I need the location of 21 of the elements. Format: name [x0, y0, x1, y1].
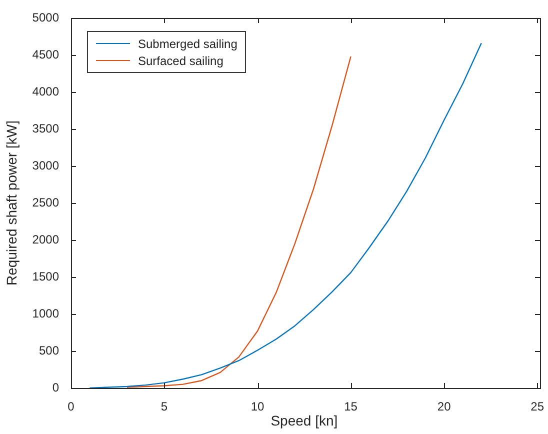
y-tick-label: 0: [52, 380, 60, 394]
y-axis-title: Required shaft power [kW]: [3, 120, 20, 286]
x-tick-label: 15: [344, 400, 358, 414]
x-tick-label: 25: [530, 400, 544, 414]
y-tick-label: 4000: [32, 84, 60, 98]
y-tick-label: 2000: [32, 232, 60, 246]
y-tick-label: 500: [38, 343, 60, 358]
y-tick-label: 5000: [32, 10, 60, 24]
y-tick-label: 1500: [32, 269, 60, 284]
x-tick-label: 10: [250, 400, 265, 414]
y-tick-label: 3000: [32, 158, 60, 172]
y-tick-label: 2500: [32, 195, 60, 210]
x-tick-label: 0: [68, 400, 75, 414]
x-tick-label: 5: [160, 400, 168, 414]
legend-label: Submerged sailing: [138, 36, 238, 50]
x-axis-title: Speed [kn]: [270, 412, 338, 428]
y-tick-label: 1000: [32, 306, 60, 320]
x-tick-label: 20: [437, 400, 452, 414]
y-tick-label: 4500: [32, 47, 60, 62]
y-tick-label: 3500: [32, 121, 60, 136]
legend-label: Surfaced sailing: [138, 54, 224, 68]
